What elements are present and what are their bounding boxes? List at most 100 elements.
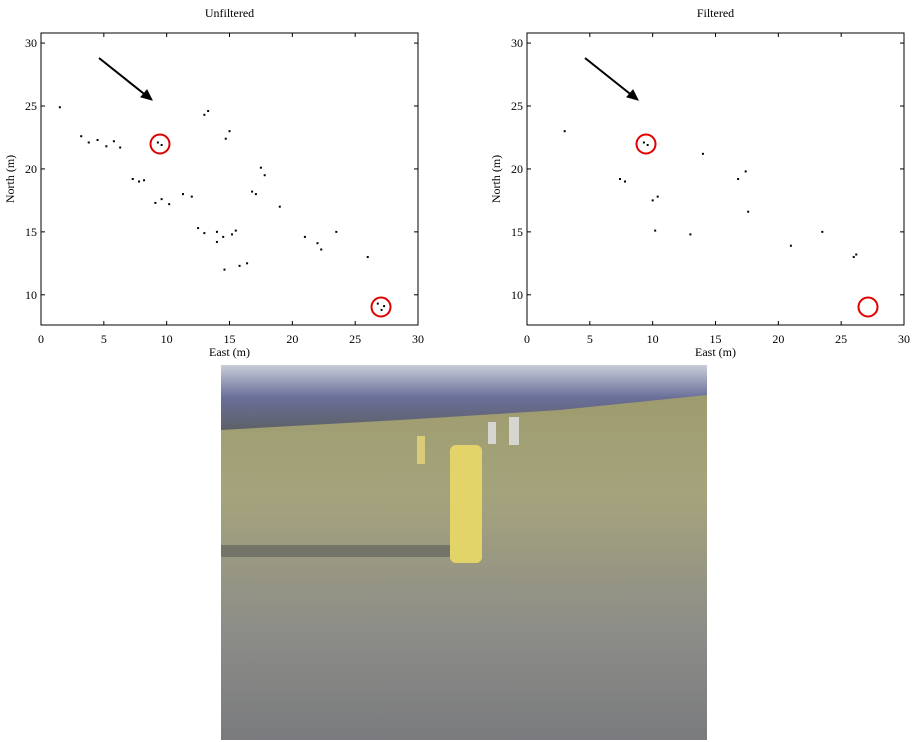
point xyxy=(853,256,855,258)
point xyxy=(790,245,792,247)
point xyxy=(203,232,205,234)
point xyxy=(216,231,218,233)
point xyxy=(619,178,621,180)
point xyxy=(143,179,145,181)
x-tick-label: 10 xyxy=(161,332,173,346)
point xyxy=(367,256,369,258)
y-axis-label: North (m) xyxy=(489,155,503,203)
x-tick-label: 10 xyxy=(647,332,659,346)
point xyxy=(231,233,233,235)
point xyxy=(745,170,747,172)
annotations xyxy=(99,58,638,100)
x-tick-label: 20 xyxy=(286,332,298,346)
point xyxy=(702,153,704,155)
point xyxy=(105,145,107,147)
photo-shadow xyxy=(221,545,461,557)
point xyxy=(59,106,61,108)
point xyxy=(654,230,656,232)
point xyxy=(239,265,241,267)
point xyxy=(251,191,253,193)
point xyxy=(260,167,262,169)
point xyxy=(652,199,654,201)
x-tick-label: 5 xyxy=(587,332,593,346)
x-axis-label: East (m) xyxy=(209,345,250,359)
point xyxy=(747,211,749,213)
plot-frame xyxy=(527,33,904,325)
y-tick-label: 15 xyxy=(511,225,523,239)
point xyxy=(335,231,337,233)
arrow xyxy=(99,58,148,97)
x-tick-label: 25 xyxy=(349,332,361,346)
point xyxy=(255,193,257,195)
point xyxy=(161,198,163,200)
chart-title: Unfiltered xyxy=(205,6,254,20)
y-tick-label: 10 xyxy=(25,288,37,302)
point xyxy=(225,138,227,140)
chart-title: Filtered xyxy=(697,6,734,20)
highlight-circle xyxy=(637,135,656,154)
point xyxy=(138,181,140,183)
point xyxy=(381,309,383,311)
point xyxy=(643,142,645,144)
highlight-circle xyxy=(859,298,878,317)
point xyxy=(821,231,823,233)
point xyxy=(279,206,281,208)
y-tick-label: 25 xyxy=(511,99,523,113)
x-tick-label: 30 xyxy=(412,332,424,346)
photo xyxy=(221,365,707,740)
point xyxy=(647,144,649,146)
point xyxy=(235,230,237,232)
plot-frame xyxy=(41,33,418,325)
point xyxy=(383,305,385,307)
point xyxy=(377,303,379,305)
x-tick-label: 0 xyxy=(524,332,530,346)
highlight-circle xyxy=(151,135,170,154)
y-tick-label: 20 xyxy=(511,162,523,176)
point xyxy=(564,130,566,132)
point xyxy=(320,248,322,250)
point xyxy=(161,144,163,146)
point xyxy=(304,236,306,238)
point xyxy=(182,193,184,195)
point xyxy=(246,262,248,264)
point xyxy=(657,196,659,198)
point xyxy=(168,203,170,205)
photo-post xyxy=(450,445,482,563)
x-tick-label: 15 xyxy=(710,332,722,346)
y-tick-label: 10 xyxy=(511,288,523,302)
point xyxy=(229,130,231,132)
x-tick-label: 30 xyxy=(898,332,910,346)
x-tick-label: 20 xyxy=(772,332,784,346)
photo-person xyxy=(509,417,519,445)
point xyxy=(222,236,224,238)
point xyxy=(191,196,193,198)
x-tick-label: 5 xyxy=(101,332,107,346)
y-tick-label: 30 xyxy=(511,36,523,50)
y-axis-label: North (m) xyxy=(3,155,17,203)
point xyxy=(113,140,115,142)
figure: Unfiltered East (m) North (m) 0 5 10 15 20 25 30 1… xyxy=(0,0,918,742)
point xyxy=(737,178,739,180)
point xyxy=(207,110,209,112)
point xyxy=(154,202,156,204)
arrow xyxy=(585,58,634,97)
point xyxy=(216,241,218,243)
point xyxy=(689,233,691,235)
point xyxy=(119,147,121,149)
point xyxy=(223,269,225,271)
highlight-circle xyxy=(372,298,391,317)
y-tick-label: 30 xyxy=(25,36,37,50)
photo-post-far xyxy=(417,436,425,464)
y-tick-label: 25 xyxy=(25,99,37,113)
x-tick-label: 15 xyxy=(224,332,236,346)
x-axis-label: East (m) xyxy=(695,345,736,359)
point xyxy=(197,227,199,229)
point xyxy=(855,254,857,256)
photo-person xyxy=(488,422,496,444)
x-tick-label: 0 xyxy=(38,332,44,346)
point xyxy=(157,142,159,144)
point xyxy=(88,142,90,144)
y-tick-label: 15 xyxy=(25,225,37,239)
point xyxy=(203,114,205,116)
point xyxy=(80,135,82,137)
